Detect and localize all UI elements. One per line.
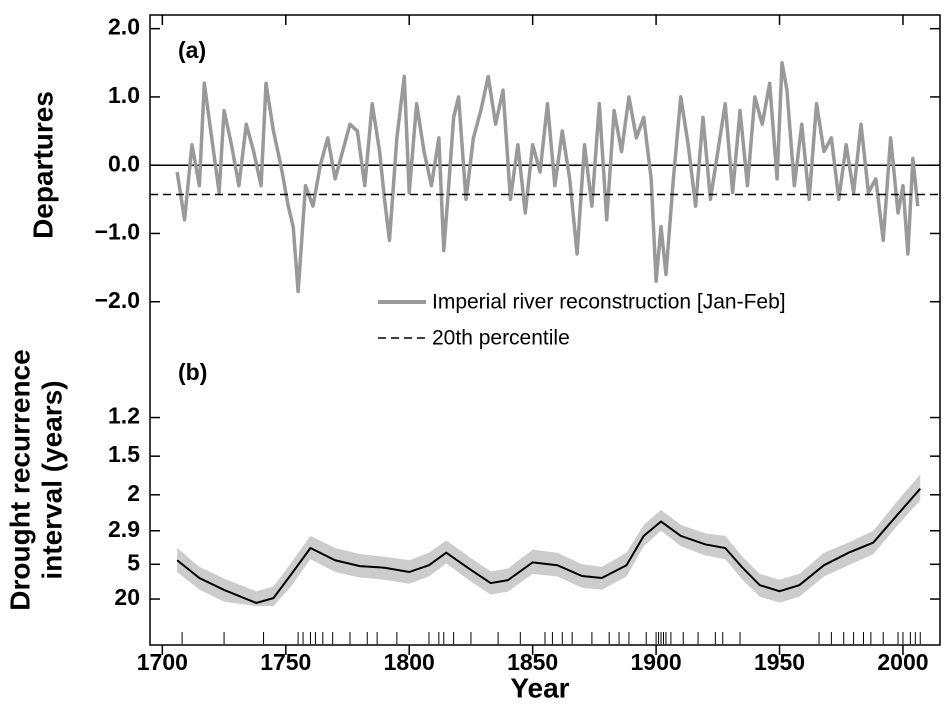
y-tick-label: −1.0: [95, 219, 140, 245]
y-tick-label: 1.5: [108, 441, 140, 467]
y-tick-label: 2.9: [108, 516, 140, 542]
y-tick-label: 2: [127, 480, 140, 506]
y-tick-label: 2.0: [108, 14, 140, 40]
y-tick-label: −2.0: [95, 287, 140, 313]
confidence-band: [177, 474, 921, 606]
plot-frame: [149, 14, 941, 646]
panel-label: (a): [178, 37, 206, 63]
y-tick-label: 0.0: [108, 150, 140, 176]
y-tick-label: 20: [114, 584, 140, 610]
x-axis-title: Year: [510, 672, 569, 703]
y-tick-label: 5: [127, 549, 140, 575]
y-axis-title: interval (years): [36, 380, 67, 579]
legend-label: Imperial river reconstruction [Jan-Feb]: [432, 291, 786, 314]
panel-label: (b): [178, 359, 207, 385]
y-tick-label: 1.0: [108, 82, 140, 108]
y-axis-title: Departures: [27, 91, 58, 239]
y-axis-title: Drought recurrence: [4, 349, 35, 610]
legend-label: 20th percentile: [432, 327, 570, 350]
data-line: [176, 488, 922, 604]
y-tick-label: 1.2: [108, 403, 140, 429]
data-line: [175, 61, 920, 294]
